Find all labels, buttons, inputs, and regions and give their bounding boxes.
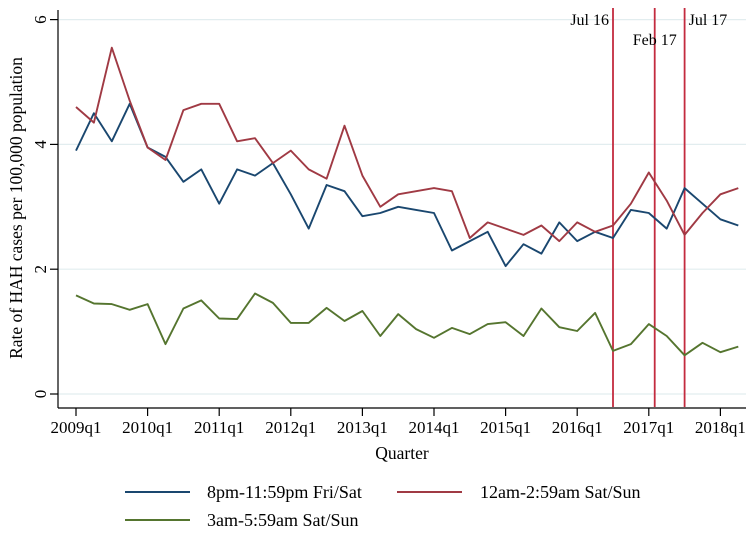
x-tick-label-2012q1: 2012q1 — [265, 418, 316, 437]
series-line-sat-sun-late — [75, 292, 739, 357]
x-tick-label-2017q1: 2017q1 — [623, 418, 674, 437]
legend-label-sat-sun-early: 12am-2:59am Sat/Sun — [480, 482, 641, 502]
x-axis-title: Quarter — [375, 443, 429, 463]
y-axis-ticks: 0 2 4 6 — [31, 15, 58, 398]
series-line-sat-sun-early — [75, 46, 739, 243]
x-tick-label-2013q1: 2013q1 — [337, 418, 388, 437]
series-lines — [75, 46, 739, 357]
y-axis-title: Rate of HAH cases per 100,000 population — [6, 57, 26, 359]
y-tick-label-0: 0 — [31, 390, 50, 399]
series-line-fri-sat-evening — [75, 102, 739, 268]
y-tick-label-2: 2 — [31, 265, 50, 274]
x-tick-label-2010q1: 2010q1 — [122, 418, 173, 437]
reference-lines — [612, 8, 686, 407]
x-tick-label-2011q1: 2011q1 — [194, 418, 244, 437]
y-tick-label-4: 4 — [31, 140, 50, 149]
legend-label-sat-sun-late: 3am-5:59am Sat/Sun — [207, 510, 359, 530]
ref-label-jul16: Jul 16 — [570, 12, 609, 29]
ref-label-jul17: Jul 17 — [689, 12, 728, 29]
x-tick-label-2014q1: 2014q1 — [409, 418, 460, 437]
x-tick-label-2015q1: 2015q1 — [480, 418, 531, 437]
legend: 8pm-11:59pm Fri/Sat 12am-2:59am Sat/Sun … — [125, 482, 641, 530]
x-tick-label-2018q1: 2018q1 — [695, 418, 746, 437]
y-gridlines — [58, 19, 746, 395]
x-tick-label-2009q1: 2009q1 — [51, 418, 102, 437]
ref-label-feb17: Feb 17 — [633, 32, 677, 49]
y-tick-label-6: 6 — [31, 15, 50, 24]
x-tick-label-2016q1: 2016q1 — [552, 418, 603, 437]
x-axis-ticks: 2009q1 2010q1 2011q1 2012q1 2013q1 2014q1 2015… — [51, 408, 746, 437]
legend-label-fri-sat-evening: 8pm-11:59pm Fri/Sat — [207, 482, 362, 502]
